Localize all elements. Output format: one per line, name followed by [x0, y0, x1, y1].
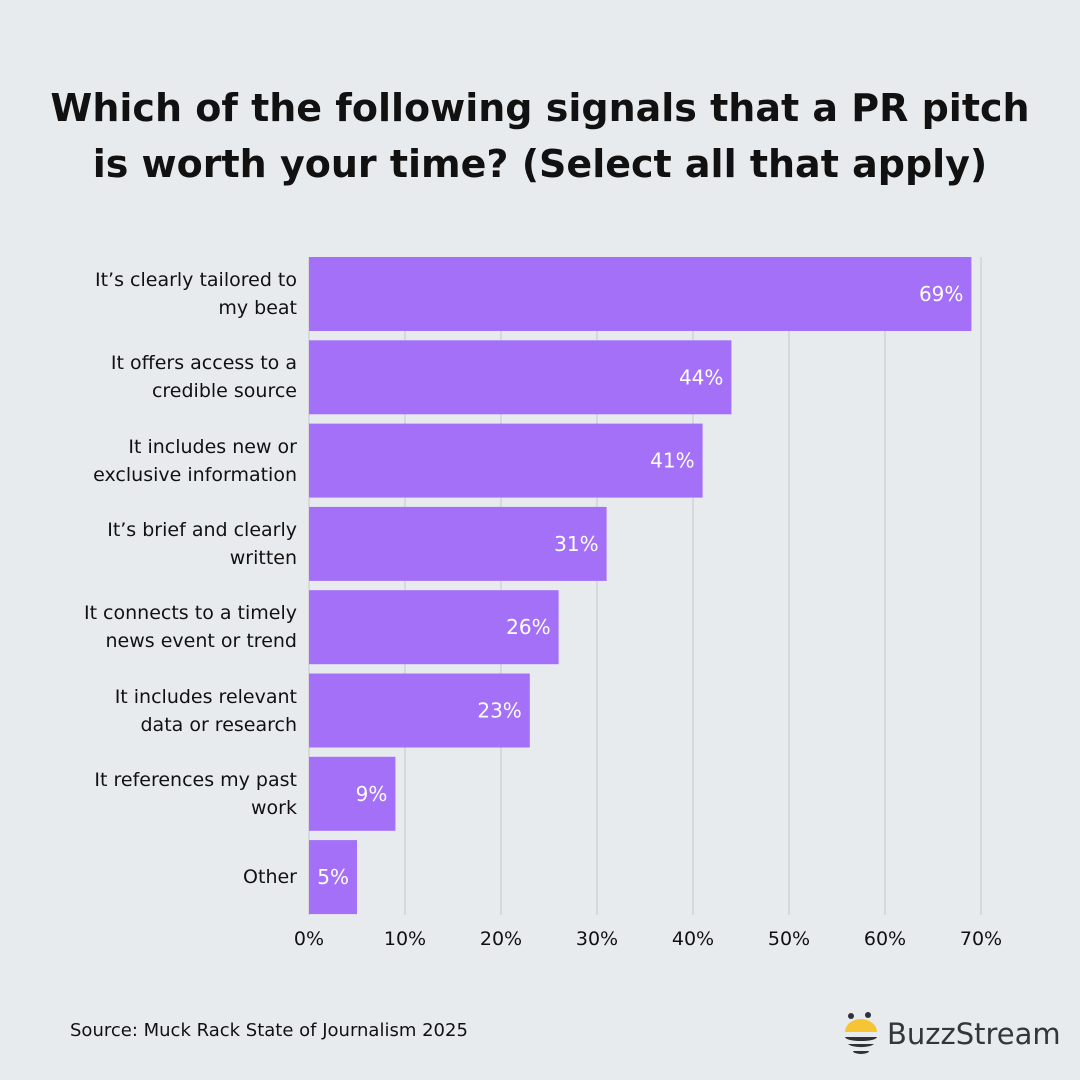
source-note: Source: Muck Rack State of Journalism 20…	[70, 1020, 468, 1041]
data-label: 9%	[356, 782, 388, 806]
x-tick-label: 0%	[294, 928, 324, 950]
category-label: It includes new or exclusive information	[93, 435, 297, 486]
data-label: 5%	[317, 865, 349, 889]
category-label: It references my past work	[94, 768, 297, 819]
x-tick-label: 40%	[672, 928, 714, 950]
data-label: 26%	[506, 615, 550, 639]
x-tick-label: 10%	[384, 928, 426, 950]
category-label: It connects to a timely news event or tre…	[83, 602, 297, 653]
data-label: 23%	[477, 699, 521, 723]
chart-title: Which of the following signals that a PR…	[50, 86, 1030, 186]
bar	[309, 340, 732, 415]
category-label: It’s clearly tailored to my beat	[95, 269, 297, 319]
data-label: 69%	[919, 282, 963, 306]
bar	[309, 756, 396, 831]
x-tick-label: 50%	[768, 928, 810, 950]
data-label: 44%	[679, 365, 723, 389]
category-label: It’s brief and clearly written	[107, 518, 297, 569]
bar	[309, 423, 703, 498]
bar	[309, 673, 530, 748]
category-label: Other	[243, 866, 297, 889]
x-tick-label: 60%	[864, 928, 906, 950]
category-label: It includes relevant data or research	[114, 685, 297, 736]
x-tick-label: 20%	[480, 928, 522, 950]
bar	[309, 506, 607, 581]
data-label: 31%	[554, 532, 598, 556]
bar	[309, 840, 357, 915]
bar	[309, 590, 559, 665]
x-tick-label: 30%	[576, 928, 618, 950]
bee-icon	[845, 1012, 877, 1054]
logo-text: BuzzStream	[887, 1017, 1061, 1051]
bar-chart: 0% 10% 20% 30% 40% 50% 60% 70% 69% 44% 41% 31% 26% 23…	[294, 257, 1002, 950]
x-tick-label: 70%	[960, 928, 1002, 950]
buzzstream-logo: BuzzStream	[843, 1012, 1061, 1056]
bar	[309, 257, 972, 331]
data-label: 41%	[650, 449, 694, 473]
category-label: It offers access to a credible source	[110, 352, 297, 403]
